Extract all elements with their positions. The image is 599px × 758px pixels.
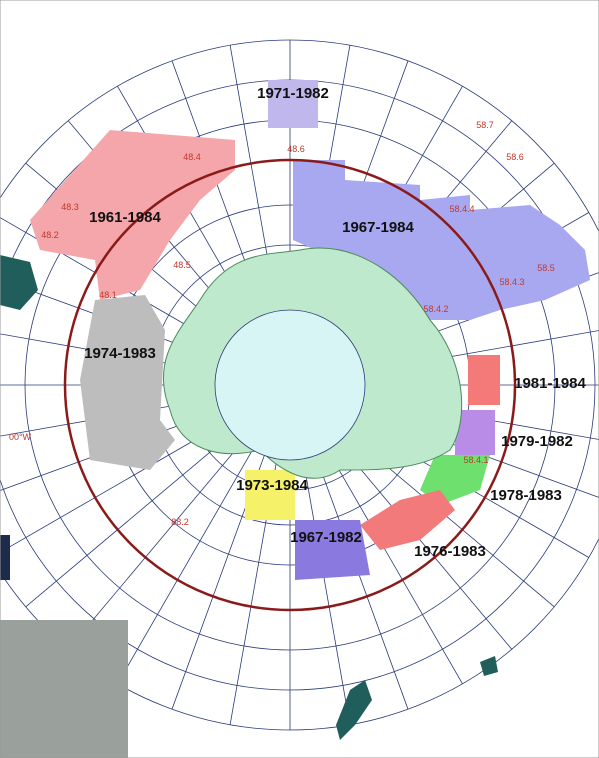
area-label: 48.6: [287, 144, 305, 154]
period-label: 1961-1984: [89, 209, 161, 226]
edge-label: 00°W: [9, 432, 32, 442]
period-label: 1978-1983: [490, 487, 562, 504]
period-label: 1967-1982: [290, 529, 362, 546]
area-label: 58.4.4: [449, 204, 474, 214]
area-label: 58.4.1: [463, 455, 488, 465]
period-label: 1971-1982: [257, 85, 329, 102]
period-label: 1979-1982: [501, 433, 573, 450]
area-label: 48.1: [99, 290, 117, 300]
area-label: 58.4.3: [499, 277, 524, 287]
period-label: 1974-1983: [84, 345, 156, 362]
area-label: 48.5: [173, 260, 191, 270]
period-label: 1976-1983: [414, 543, 486, 560]
photo: [0, 620, 128, 758]
area-label: 48.2: [41, 230, 59, 240]
area-label: 48.3: [61, 202, 79, 212]
period-label: 1973-1984: [236, 477, 308, 494]
map: 1971-1982 1967-1984 1961-1984 1974-1983 …: [0, 0, 599, 758]
area-label: 58.7: [476, 120, 494, 130]
area-label: 58.4.2: [423, 304, 448, 314]
pole-circle: [215, 310, 365, 460]
side-bar: [0, 535, 10, 580]
area-label: 58.5: [537, 263, 555, 273]
period-label: 1967-1984: [342, 219, 414, 236]
region: [468, 355, 500, 405]
area-label: 58.6: [506, 152, 524, 162]
area-label: 88.2: [171, 517, 189, 527]
period-label: 1981-1984: [514, 375, 586, 392]
area-label: 48.4: [183, 152, 201, 162]
